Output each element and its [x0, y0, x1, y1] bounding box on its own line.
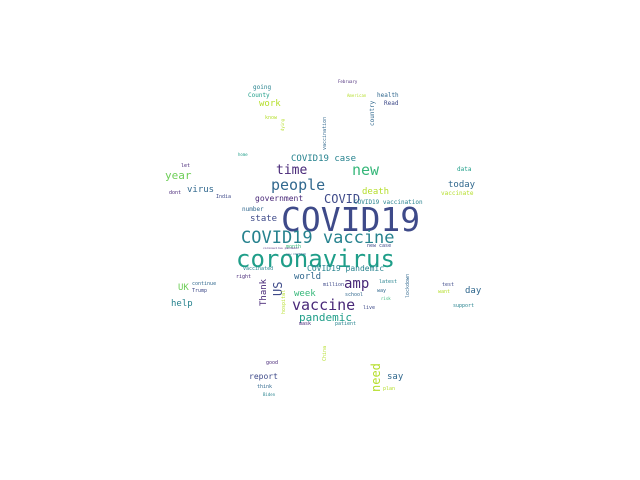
word-way: way: [377, 288, 387, 294]
word-february: February: [338, 79, 358, 84]
word-help: help: [171, 299, 193, 309]
word-work: work: [259, 99, 281, 109]
word-new: new: [352, 161, 380, 179]
word-live: live: [363, 305, 376, 311]
word-covid19: COVID19: [281, 200, 421, 239]
word-covid19-vaccination: COVID19 vaccination: [354, 199, 423, 206]
word-continue: continue: [192, 281, 217, 287]
word-covid19-vaccine: COVID19 vaccine: [241, 228, 395, 248]
word-india: India: [216, 194, 232, 200]
word-new-case: new case: [367, 243, 392, 249]
word-uk: UK: [178, 283, 189, 293]
word-want: want: [438, 289, 451, 295]
word-covid: COVID: [324, 192, 361, 206]
word-know: know: [265, 115, 278, 121]
word-week: week: [294, 289, 316, 299]
word-death: death: [362, 187, 390, 197]
word-vaccinate: vaccinate: [441, 190, 474, 197]
word-read: Read: [384, 100, 399, 107]
word-china: China: [322, 345, 328, 361]
word-dont: dont: [169, 190, 182, 196]
word-coronavirus-pandemic: coronavirus pandemic: [263, 246, 300, 250]
word-risk: risk: [381, 296, 391, 301]
word-amp: amp: [344, 276, 370, 292]
word-think: think: [257, 384, 273, 390]
word-county: County: [248, 92, 270, 99]
word-support: support: [453, 303, 475, 309]
word-covid19-case: COVID19 case: [291, 154, 357, 164]
word-state: state: [250, 214, 278, 224]
word-mask: mask: [299, 321, 312, 327]
word-government: government: [255, 194, 304, 203]
word-year: year: [165, 169, 192, 182]
word-coronavirus: coronavirus: [236, 245, 395, 273]
word-hospital: hospital: [281, 289, 287, 314]
word-american: American: [347, 93, 367, 98]
word-going: going: [253, 84, 272, 91]
word-thank: Thank: [259, 278, 269, 306]
word-lockdown: lockdown: [405, 273, 411, 298]
word-million: million: [323, 282, 345, 288]
word-vaccine: vaccine: [292, 296, 356, 314]
word-number: number: [242, 206, 264, 213]
word-time: time: [276, 163, 308, 178]
word-vaccinated: vaccinated: [243, 266, 274, 272]
word-test: test: [442, 282, 455, 288]
word-data: data: [457, 166, 472, 173]
word-new-covid19: new COVID19: [286, 252, 306, 256]
word-dying: dying: [280, 118, 285, 131]
word-home: home: [238, 152, 248, 157]
word-latest: latest: [379, 279, 398, 285]
word-vaccination: vaccination: [322, 116, 328, 150]
word-biden: Biden: [263, 392, 276, 397]
word-world: world: [294, 272, 322, 282]
word-good: good: [266, 360, 279, 366]
word-trump: Trump: [192, 288, 208, 294]
word-say: say: [387, 372, 404, 382]
word-country: country: [369, 100, 376, 126]
word-people: people: [271, 176, 326, 194]
word-pandemic: pandemic: [299, 311, 352, 324]
word-report: report: [249, 372, 278, 381]
word-patient: patient: [335, 321, 357, 327]
word-let: let: [181, 163, 191, 169]
word-today: today: [448, 180, 476, 190]
word-school: school: [345, 292, 364, 298]
word-need: need: [369, 363, 383, 392]
word-virus: virus: [187, 185, 215, 195]
word-month: month: [286, 244, 302, 250]
word-day: day: [465, 286, 482, 296]
word-right: right: [236, 274, 252, 280]
word-plan: plan: [383, 386, 396, 392]
word-health: health: [377, 92, 399, 99]
word-covid19-pandemic: COVID19 pandemic: [307, 264, 385, 273]
